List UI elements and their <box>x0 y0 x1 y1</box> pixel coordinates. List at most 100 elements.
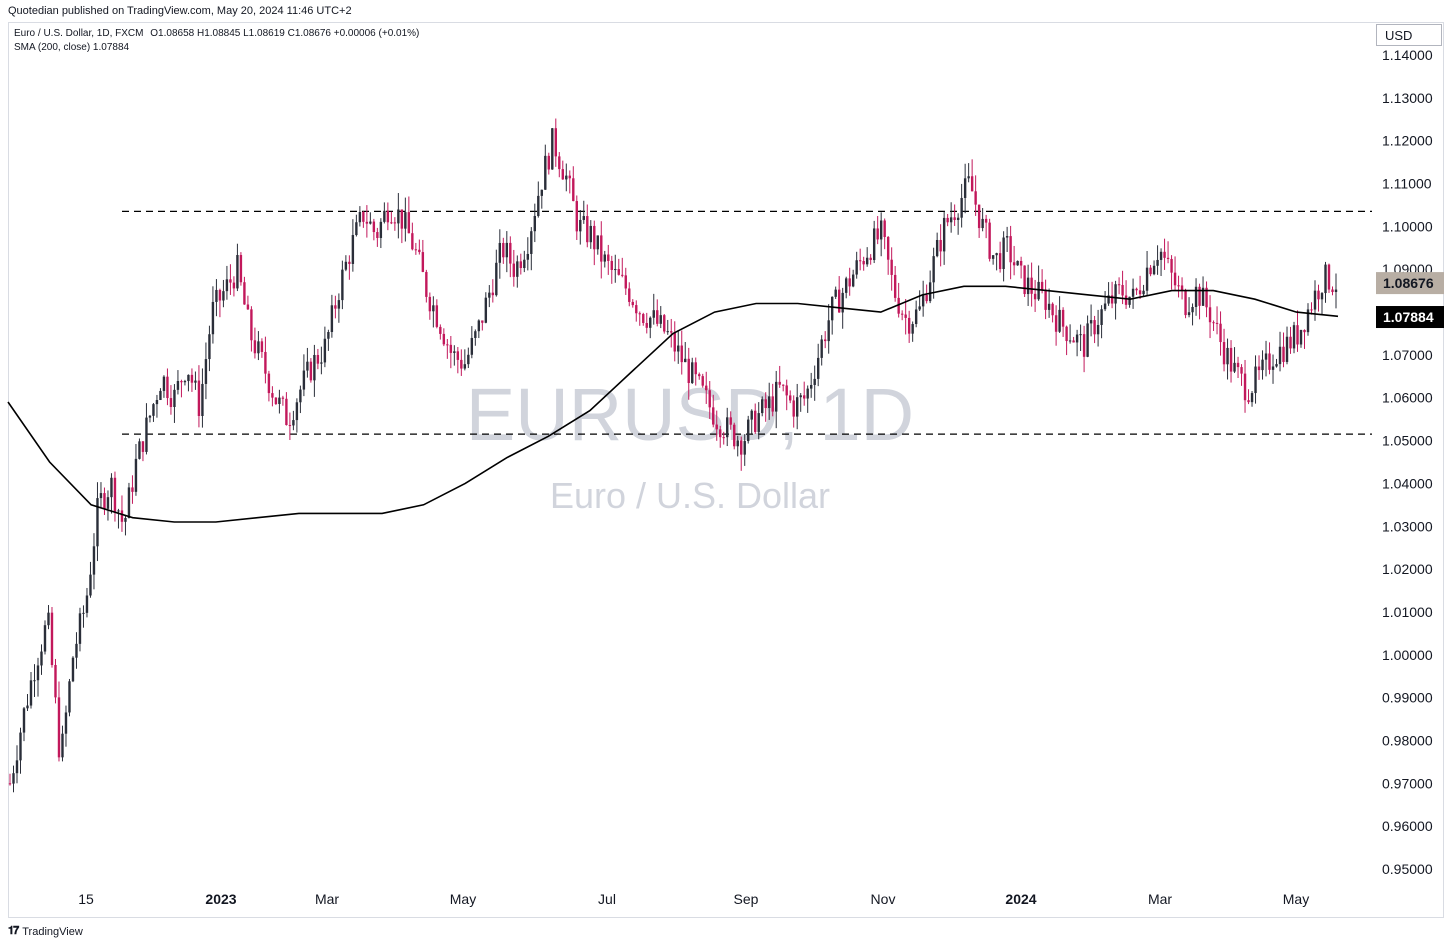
candle <box>715 410 718 441</box>
currency-selector[interactable]: USD <box>1376 24 1442 46</box>
candle <box>316 348 320 370</box>
candle <box>194 371 197 390</box>
candle <box>614 254 617 283</box>
candle-body <box>1173 272 1177 286</box>
candle-body <box>638 313 641 315</box>
candle-body <box>491 292 495 296</box>
x-tick-label: Nov <box>871 891 896 907</box>
candle <box>299 385 302 414</box>
candle <box>344 255 348 272</box>
candle-body <box>659 315 662 324</box>
candle <box>320 346 323 375</box>
candle-body <box>274 397 278 405</box>
candle-body <box>260 341 264 352</box>
candle-body <box>1072 340 1075 343</box>
candle-body <box>330 305 334 333</box>
candle-body <box>530 231 533 254</box>
candle-body <box>547 155 550 170</box>
candle-body <box>348 261 351 264</box>
candle <box>684 342 687 363</box>
candle-body <box>481 320 484 323</box>
candle-body <box>1065 326 1068 342</box>
candle <box>1299 329 1303 348</box>
candle <box>61 725 64 762</box>
candle <box>1159 248 1163 277</box>
candles <box>8 118 1338 793</box>
candle <box>1117 277 1121 295</box>
candle-body <box>362 211 365 222</box>
candle <box>764 392 767 422</box>
candle <box>92 533 96 590</box>
candle <box>281 395 285 406</box>
candle-body <box>733 424 736 447</box>
candle <box>544 144 547 190</box>
candle <box>12 765 15 793</box>
candle <box>589 220 592 249</box>
legend-symbol-line[interactable]: Euro / U.S. Dollar, 1D, FXCM O1.08658 H1… <box>14 28 423 39</box>
candle-body <box>218 289 222 301</box>
candle-body <box>761 399 764 414</box>
candle <box>432 296 435 328</box>
candle <box>243 276 246 305</box>
candle <box>876 216 879 245</box>
candle <box>813 365 816 401</box>
x-tick-label: Jul <box>598 891 616 907</box>
candle-body <box>572 178 575 202</box>
candle-body <box>103 493 106 509</box>
candle <box>173 384 176 423</box>
candle <box>890 247 893 291</box>
candle-body <box>960 197 963 218</box>
candle-body <box>593 225 596 250</box>
candle-body <box>600 235 603 262</box>
candle-body <box>225 279 229 292</box>
time-axis: 15 2023 Mar May Jul Sep Nov 2024 Mar May <box>78 891 1309 907</box>
candle <box>820 335 823 366</box>
candle-body <box>974 191 977 205</box>
candle <box>1089 304 1093 337</box>
candle <box>782 384 785 392</box>
candle-body <box>1145 267 1149 291</box>
candle-body <box>358 211 362 223</box>
candle <box>470 326 474 359</box>
candle-body <box>1310 309 1313 311</box>
candle-body <box>40 651 43 666</box>
footer-brand[interactable]: 𝟏𝟕 TradingView <box>8 925 83 938</box>
candle <box>155 394 159 418</box>
candle <box>722 431 725 445</box>
candle <box>1152 260 1156 276</box>
candle-body <box>1026 277 1030 295</box>
candle-body <box>1278 346 1282 365</box>
candle <box>551 127 554 170</box>
candle <box>1005 226 1009 252</box>
candle-body <box>1058 309 1061 332</box>
candle-body <box>1254 366 1257 394</box>
candle <box>267 370 271 402</box>
candle-body <box>162 376 166 391</box>
candle <box>967 163 970 183</box>
candle <box>288 412 292 441</box>
candle-body <box>844 278 848 293</box>
y-tick-label: 1.06000 <box>1382 390 1433 406</box>
candle-body <box>1233 362 1236 372</box>
candle-body <box>579 219 582 232</box>
candle-body <box>1201 287 1205 306</box>
candle-body <box>1128 296 1131 305</box>
candle <box>575 195 578 241</box>
candle <box>1058 296 1061 333</box>
candle-body <box>285 398 288 426</box>
candle-body <box>1037 281 1040 300</box>
candle <box>789 390 792 404</box>
candle-body <box>134 458 138 492</box>
candle-body <box>36 665 40 681</box>
legend-sma-line[interactable]: SMA (200, close) 1.07884 <box>14 42 130 53</box>
candle-body <box>145 417 148 452</box>
candle-body <box>911 324 914 334</box>
candle <box>680 330 683 375</box>
candle-body <box>785 385 788 396</box>
candle <box>369 212 372 225</box>
candle-body <box>684 358 687 363</box>
candle-body <box>928 282 932 302</box>
candle <box>1110 281 1114 309</box>
candle-body <box>1044 289 1047 310</box>
